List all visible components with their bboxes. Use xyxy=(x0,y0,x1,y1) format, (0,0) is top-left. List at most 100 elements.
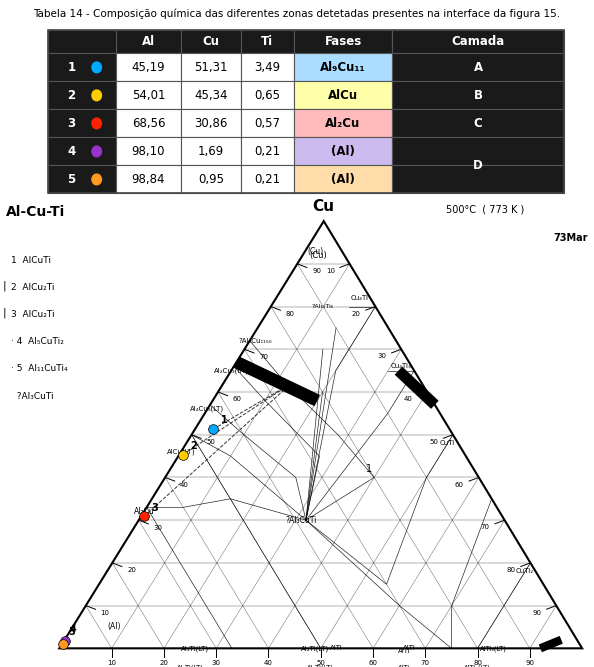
Text: 70: 70 xyxy=(481,524,490,530)
Text: 0,95: 0,95 xyxy=(198,173,224,186)
Bar xyxy=(116,165,181,193)
Text: (Al): (Al) xyxy=(331,145,355,158)
Text: AlTi: AlTi xyxy=(403,646,416,651)
Text: Camada: Camada xyxy=(451,35,505,48)
Text: 1  AlCuTi: 1 AlCuTi xyxy=(11,256,50,265)
Text: 3  AlCu₂Ti: 3 AlCu₂Ti xyxy=(11,310,54,319)
Bar xyxy=(116,109,181,137)
Text: B: B xyxy=(473,89,483,102)
Text: 0,57: 0,57 xyxy=(254,117,280,130)
Text: Cu₄Ti: Cu₄Ti xyxy=(351,295,369,301)
Text: 98,84: 98,84 xyxy=(132,173,165,186)
Text: 3: 3 xyxy=(67,117,75,130)
Text: (Cu): (Cu) xyxy=(309,251,327,259)
Text: 10: 10 xyxy=(326,268,335,274)
Text: 45,34: 45,34 xyxy=(194,89,228,102)
Text: 20: 20 xyxy=(127,567,136,573)
Text: Al₂Cu: Al₂Cu xyxy=(134,507,154,516)
Text: 80: 80 xyxy=(473,660,482,666)
Text: 40: 40 xyxy=(403,396,412,402)
Text: Ti: Ti xyxy=(261,35,273,48)
Bar xyxy=(241,81,294,109)
Text: 98,10: 98,10 xyxy=(132,145,165,158)
Text: 30: 30 xyxy=(153,524,162,530)
Text: (Al): (Al) xyxy=(331,173,355,186)
Text: Al-Cu-Ti: Al-Cu-Ti xyxy=(6,205,65,219)
Text: 90: 90 xyxy=(525,660,535,666)
Bar xyxy=(116,53,181,81)
Bar xyxy=(294,53,392,81)
Bar xyxy=(392,109,564,137)
Text: A: A xyxy=(473,61,483,74)
Text: AlCu: AlCu xyxy=(328,89,358,102)
Bar xyxy=(294,81,392,109)
Text: 10: 10 xyxy=(107,660,116,666)
Bar xyxy=(392,165,564,193)
Text: · 4  Al₅CuTi₂: · 4 Al₅CuTi₂ xyxy=(11,338,64,346)
Text: Al₃Ti(LT): Al₃Ti(LT) xyxy=(176,664,204,667)
Circle shape xyxy=(92,62,102,73)
Text: CuTi: CuTi xyxy=(440,440,455,446)
Text: 30: 30 xyxy=(211,660,221,666)
Text: Cu₄Ti₃: Cu₄Ti₃ xyxy=(391,364,412,370)
Text: C: C xyxy=(474,117,482,130)
Bar xyxy=(181,137,241,165)
Text: Al₂Cu₃(IIT): Al₂Cu₃(IIT) xyxy=(213,368,249,374)
Text: Al₃Ti(LT): Al₃Ti(LT) xyxy=(181,645,209,652)
Text: 68,56: 68,56 xyxy=(132,117,165,130)
Bar xyxy=(294,137,392,165)
Bar xyxy=(48,137,116,165)
Text: ?Al₁₁Ti₆: ?Al₁₁Ti₆ xyxy=(312,304,334,309)
Text: 4: 4 xyxy=(69,624,77,634)
Text: 2: 2 xyxy=(190,441,197,451)
Bar xyxy=(241,53,294,81)
Text: 1: 1 xyxy=(67,61,75,74)
Text: 40: 40 xyxy=(264,660,273,666)
Text: 60: 60 xyxy=(233,396,242,402)
Text: AlTi: AlTi xyxy=(399,664,410,667)
Text: AlTi: AlTi xyxy=(330,646,343,651)
Text: |: | xyxy=(3,281,7,291)
Bar xyxy=(181,165,241,193)
Text: Cu: Cu xyxy=(203,35,219,48)
Bar xyxy=(181,30,241,53)
Text: Al₉Cu₁₁: Al₉Cu₁₁ xyxy=(320,61,366,74)
Bar xyxy=(392,81,564,109)
Text: (Cu): (Cu) xyxy=(308,247,324,255)
Text: 51,31: 51,31 xyxy=(194,61,228,74)
Text: · 5  Al₁₁CuTi₄: · 5 Al₁₁CuTi₄ xyxy=(11,364,67,374)
Circle shape xyxy=(92,146,102,157)
Bar xyxy=(241,137,294,165)
Text: 2: 2 xyxy=(67,89,75,102)
Bar xyxy=(116,81,181,109)
Text: 50: 50 xyxy=(317,660,325,666)
Text: 90: 90 xyxy=(532,610,542,616)
Text: 90: 90 xyxy=(312,268,321,274)
Text: 60: 60 xyxy=(455,482,464,488)
Text: AlTi₃(LT): AlTi₃(LT) xyxy=(464,664,491,667)
Text: 2  AlCu₂Ti: 2 AlCu₂Ti xyxy=(11,283,54,292)
Bar xyxy=(48,165,116,193)
Text: 3,49: 3,49 xyxy=(254,61,280,74)
Text: 10: 10 xyxy=(100,610,109,616)
Bar xyxy=(181,81,241,109)
Text: CuTi₂: CuTi₂ xyxy=(516,568,534,574)
Bar xyxy=(181,53,241,81)
Circle shape xyxy=(92,118,102,129)
Bar xyxy=(48,81,116,109)
Bar xyxy=(294,165,392,193)
Text: 50: 50 xyxy=(429,439,438,445)
Text: Al₄Cu₉(LT): Al₄Cu₉(LT) xyxy=(190,406,225,412)
Text: 1: 1 xyxy=(366,464,372,474)
Text: 80: 80 xyxy=(507,567,516,573)
Text: Fases: Fases xyxy=(324,35,362,48)
Text: 1: 1 xyxy=(221,416,228,426)
Bar xyxy=(241,165,294,193)
Bar xyxy=(48,30,564,193)
Text: 70: 70 xyxy=(259,354,268,360)
Bar xyxy=(392,137,564,165)
Text: (Al): (Al) xyxy=(108,622,121,632)
Bar xyxy=(48,30,116,53)
Text: 500°C  ( 773 K ): 500°C ( 773 K ) xyxy=(446,205,524,215)
Text: Al₂Cu: Al₂Cu xyxy=(326,117,361,130)
